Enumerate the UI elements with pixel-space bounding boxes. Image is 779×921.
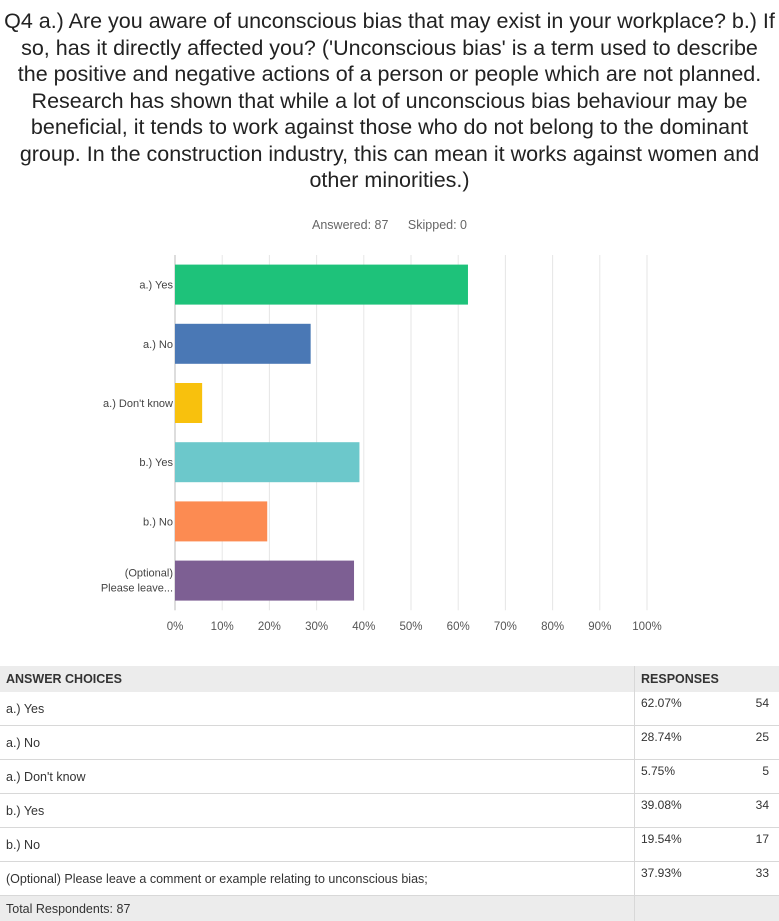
category-label: a.) No (143, 339, 173, 351)
answered-count: Answered: 87 (312, 218, 388, 232)
answer-table: ANSWER CHOICES RESPONSES a.) Yes 62.07% … (0, 666, 779, 921)
x-tick-label: 10% (211, 621, 234, 633)
bar (175, 383, 202, 423)
x-tick-label: 0% (167, 621, 184, 633)
count-cell: 33 (747, 862, 779, 896)
bar-chart: 0% 10% 20% 30% 40% 50% 60% 70% 80% 90% 100% a.) Yes… (0, 245, 779, 645)
table-row: a.) No 28.74% 25 (0, 726, 779, 760)
table-row: a.) Yes 62.07% 54 (0, 692, 779, 726)
category-label: b.) No (143, 516, 173, 528)
category-label: a.) Don't know (103, 398, 173, 410)
x-tick-label: 70% (494, 621, 517, 633)
x-tick-label: 100% (632, 621, 661, 633)
x-tick-label: 30% (305, 621, 328, 633)
choice-cell: (Optional) Please leave a comment or exa… (0, 862, 635, 896)
table-row: (Optional) Please leave a comment or exa… (0, 862, 779, 896)
answer-choices-header: ANSWER CHOICES (0, 666, 635, 692)
x-tick-label: 60% (447, 621, 470, 633)
bar (175, 561, 354, 601)
category-label: Please leave... (101, 583, 173, 595)
category-label: a.) Yes (139, 280, 173, 292)
choice-cell: a.) No (0, 726, 635, 760)
percent-cell: 19.54% (635, 828, 748, 862)
table-row: a.) Don't know 5.75% 5 (0, 760, 779, 794)
count-cell: 25 (747, 726, 779, 760)
count-cell: 54 (747, 692, 779, 726)
percent-cell: 39.08% (635, 794, 748, 828)
category-label: b.) Yes (139, 457, 173, 469)
x-tick-label: 80% (541, 621, 564, 633)
choice-cell: b.) No (0, 828, 635, 862)
x-tick-label: 50% (399, 621, 422, 633)
x-tick-label: 90% (588, 621, 611, 633)
percent-cell: 62.07% (635, 692, 748, 726)
bar (175, 442, 359, 482)
skipped-count: Skipped: 0 (408, 218, 467, 232)
percent-cell: 28.74% (635, 726, 748, 760)
response-meta: Answered: 87 Skipped: 0 (0, 218, 779, 232)
category-label: (Optional) (125, 568, 173, 580)
choice-cell: b.) Yes (0, 794, 635, 828)
choice-cell: a.) Yes (0, 692, 635, 726)
total-row: Total Respondents: 87 (0, 896, 779, 921)
bar (175, 501, 267, 541)
percent-cell: 37.93% (635, 862, 748, 896)
table-header-row: ANSWER CHOICES RESPONSES (0, 666, 779, 692)
total-empty-cell (635, 896, 779, 921)
responses-header: RESPONSES (635, 666, 779, 692)
x-tick-label: 40% (352, 621, 375, 633)
percent-cell: 5.75% (635, 760, 748, 794)
total-respondents: Total Respondents: 87 (0, 896, 635, 921)
table-row: b.) No 19.54% 17 (0, 828, 779, 862)
choice-cell: a.) Don't know (0, 760, 635, 794)
question-title: Q4 a.) Are you aware of unconscious bias… (4, 8, 775, 194)
bar (175, 324, 311, 364)
count-cell: 34 (747, 794, 779, 828)
count-cell: 17 (747, 828, 779, 862)
table-row: b.) Yes 39.08% 34 (0, 794, 779, 828)
bar (175, 265, 468, 305)
count-cell: 5 (747, 760, 779, 794)
x-tick-label: 20% (258, 621, 281, 633)
